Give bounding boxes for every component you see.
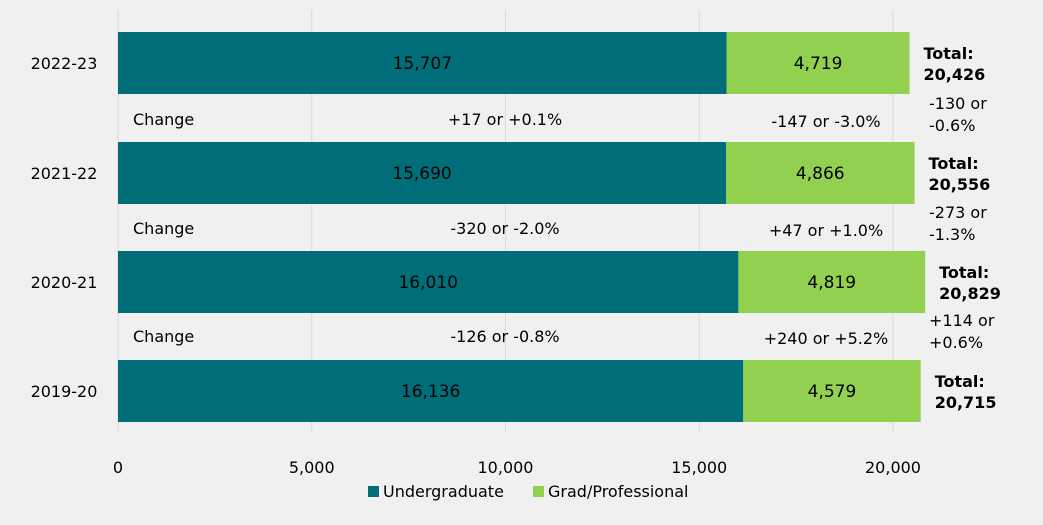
- data-label-grad-professional: 4,819: [807, 273, 856, 293]
- legend: Undergraduate Grad/Professional: [368, 482, 688, 501]
- bar-undergraduate: [118, 360, 744, 422]
- change-total-line2: -1.3%: [929, 225, 975, 244]
- x-tick-label: 10,000: [478, 458, 534, 477]
- change-undergraduate: -320 or -2.0%: [450, 219, 559, 238]
- total-value: 20,829: [939, 284, 1001, 303]
- change-grad-professional: +47 or +1.0%: [769, 221, 883, 240]
- category-label: 2022-23: [31, 54, 98, 73]
- change-total-line1: +114 or: [929, 311, 995, 330]
- change-total-line2: +0.6%: [929, 333, 983, 352]
- data-label-undergraduate: 15,690: [392, 164, 451, 184]
- bars: [118, 32, 926, 422]
- category-label: 2021-22: [31, 164, 98, 183]
- x-tick-label: 0: [113, 458, 123, 477]
- data-label-grad-professional: 4,579: [808, 382, 857, 402]
- category-label: 2019-20: [31, 382, 98, 401]
- change-label: Change: [133, 219, 194, 238]
- change-grad-professional: +240 or +5.2%: [764, 329, 889, 348]
- bar-undergraduate: [118, 32, 727, 94]
- bar-grad-professional: [726, 32, 910, 94]
- legend-label-undergraduate: Undergraduate: [383, 482, 504, 501]
- change-grad-professional: -147 or -3.0%: [771, 112, 880, 131]
- bar-grad-professional: [738, 251, 926, 313]
- total-label: Total:: [924, 44, 974, 63]
- total-value: 20,715: [935, 393, 997, 412]
- legend-swatch-grad-professional: [533, 486, 544, 497]
- change-label: Change: [133, 327, 194, 346]
- data-label-grad-professional: 4,719: [794, 54, 843, 74]
- change-total-line1: -130 or: [929, 94, 987, 113]
- legend-swatch-undergraduate: [368, 486, 379, 497]
- data-label-grad-professional: 4,866: [796, 164, 845, 184]
- bar-grad-professional: [725, 142, 915, 204]
- bar-grad-professional: [743, 360, 921, 422]
- total-value: 20,426: [924, 65, 986, 84]
- x-tick-label: 20,000: [865, 458, 921, 477]
- total-label: Total:: [929, 154, 979, 173]
- category-label: 2020-21: [31, 273, 98, 292]
- change-undergraduate: +17 or +0.1%: [448, 110, 562, 129]
- total-value: 20,556: [929, 175, 991, 194]
- x-tick-label: 15,000: [671, 458, 727, 477]
- change-total-line1: -273 or: [929, 203, 987, 222]
- change-label: Change: [133, 110, 194, 129]
- change-total-line2: -0.6%: [929, 116, 975, 135]
- total-label: Total:: [935, 372, 985, 391]
- chart-text: 0 5,000 10,000 15,000 20,000 2022-23 15,707 4,7…: [31, 44, 1001, 477]
- bar-undergraduate: [118, 251, 739, 313]
- data-label-undergraduate: 16,136: [401, 382, 460, 402]
- x-tick-label: 5,000: [289, 458, 335, 477]
- legend-label-grad-professional: Grad/Professional: [548, 482, 688, 501]
- data-label-undergraduate: 15,707: [393, 54, 452, 74]
- change-undergraduate: -126 or -0.8%: [450, 327, 559, 346]
- data-label-undergraduate: 16,010: [398, 273, 457, 293]
- total-label: Total:: [939, 263, 989, 282]
- bar-undergraduate: [118, 142, 726, 204]
